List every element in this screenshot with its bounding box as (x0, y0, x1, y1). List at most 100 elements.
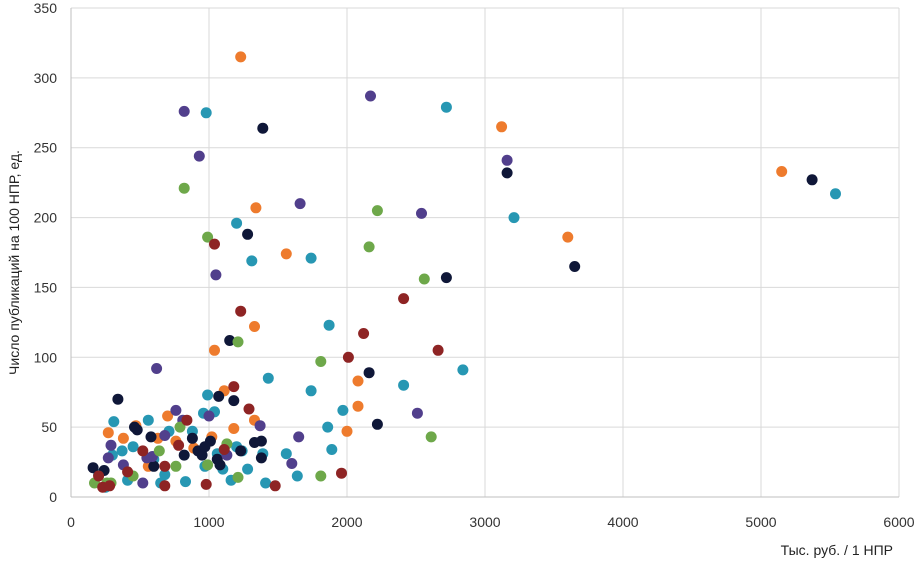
data-point (159, 480, 171, 492)
data-point (174, 421, 186, 433)
y-tick-label: 100 (34, 349, 58, 365)
data-point (231, 217, 243, 229)
data-point (210, 269, 222, 281)
data-point (137, 445, 149, 457)
data-point (228, 381, 240, 393)
data-point (352, 400, 364, 412)
data-point (232, 471, 244, 483)
y-tick-label: 150 (34, 279, 58, 295)
data-point (108, 416, 120, 428)
data-point (202, 231, 214, 243)
data-point (315, 470, 327, 482)
data-point (250, 202, 262, 214)
data-point (496, 121, 508, 133)
data-point (562, 231, 574, 243)
data-point (269, 480, 281, 492)
data-point (102, 427, 114, 439)
data-point (418, 273, 430, 285)
data-point (105, 439, 117, 451)
data-point (112, 393, 124, 405)
y-tick-label: 250 (34, 140, 58, 156)
data-point (159, 430, 171, 441)
data-point (178, 182, 190, 194)
data-point (457, 364, 469, 376)
data-point (93, 470, 105, 482)
data-point (280, 248, 292, 260)
data-point (358, 328, 370, 339)
data-point (249, 437, 260, 448)
data-point (440, 272, 452, 284)
data-point (365, 90, 376, 102)
data-point (323, 319, 335, 331)
data-point (235, 305, 247, 317)
data-point (232, 336, 244, 348)
x-tick-label: 3000 (469, 514, 500, 530)
data-point (315, 356, 327, 367)
data-point (214, 459, 226, 471)
data-point (116, 445, 128, 457)
data-point (569, 261, 581, 272)
data-point (224, 335, 236, 346)
data-point (508, 212, 520, 224)
data-point (202, 389, 214, 401)
data-point (255, 452, 267, 464)
data-point (242, 463, 254, 475)
data-point (200, 478, 212, 490)
y-tick-label: 350 (34, 0, 58, 16)
data-point (280, 448, 292, 460)
data-point (243, 403, 255, 415)
data-point (145, 431, 157, 443)
x-tick-label: 0 (67, 514, 75, 530)
data-point (170, 404, 182, 416)
x-tick-label: 5000 (745, 514, 776, 530)
data-point (127, 441, 139, 453)
data-point (254, 420, 266, 432)
data-point (104, 480, 116, 492)
data-point (416, 207, 427, 219)
data-point (209, 344, 220, 356)
data-point (218, 444, 230, 455)
data-point (117, 432, 129, 444)
data-point (102, 452, 114, 464)
data-point (186, 432, 198, 444)
data-point (209, 238, 220, 250)
gridlines (71, 7, 900, 497)
y-tick-label: 0 (49, 489, 57, 505)
data-point (294, 198, 306, 210)
data-point (363, 241, 375, 253)
data-point (242, 228, 254, 240)
x-tick-label: 6000 (883, 514, 914, 530)
data-point (501, 154, 513, 166)
data-point (398, 293, 410, 305)
x-axis-title: Тыс. руб. / 1 НПР (781, 542, 893, 558)
data-points (87, 51, 841, 493)
data-point (148, 460, 160, 472)
data-point (293, 431, 305, 443)
data-point (262, 372, 274, 384)
data-point (371, 205, 383, 217)
data-point (432, 344, 444, 356)
tick-labels: 0 50 100 150 200 250 300 350 0 1000 2000 3000 4000 50… (34, 0, 915, 530)
data-point (440, 101, 452, 113)
data-point (178, 105, 190, 117)
x-tick-label: 2000 (331, 514, 362, 530)
data-point (122, 466, 134, 478)
data-point (342, 351, 354, 363)
data-point (305, 385, 317, 397)
data-point (326, 444, 338, 455)
data-point (286, 458, 298, 469)
data-point (806, 174, 818, 186)
data-point (371, 418, 383, 430)
data-point (200, 107, 212, 119)
data-point (173, 439, 185, 451)
data-point (142, 414, 154, 426)
data-point (322, 421, 334, 433)
data-point (246, 255, 258, 267)
data-point (337, 404, 349, 416)
data-point (129, 421, 140, 433)
data-point (202, 459, 214, 471)
data-point (159, 469, 171, 481)
data-point (249, 321, 260, 332)
data-point (180, 476, 191, 488)
